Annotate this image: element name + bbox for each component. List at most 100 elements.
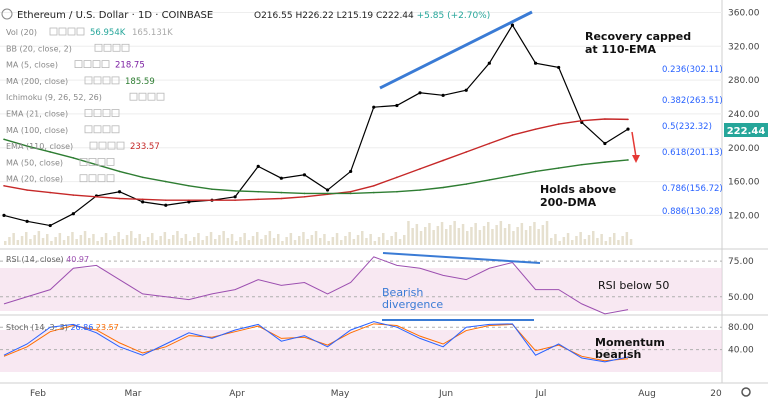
volume-bar <box>445 229 448 245</box>
data-point <box>627 159 629 161</box>
data-point <box>627 118 629 121</box>
volume-bar <box>16 240 20 245</box>
indicator-legend: Vol (20) 56.954K 165.131K BB (20, close, 2)… <box>6 27 173 184</box>
indicator-value: 56.954K <box>90 28 126 38</box>
indicator-toggle-icon <box>76 27 85 36</box>
svg-text:O216.55 H226.22: O216.55 H226.22 L215.19 C222.44 +5.85 (+… <box>254 11 490 21</box>
data-point <box>604 161 606 163</box>
annotation-momentum-2: bearish <box>595 348 641 361</box>
volume-bar <box>167 239 171 245</box>
volume-bar <box>176 231 179 245</box>
volume-bar <box>214 239 217 245</box>
price-tick-label: 200.00 <box>728 144 760 154</box>
price-tick-label: 320.00 <box>728 42 760 52</box>
data-point <box>302 173 307 177</box>
volume-bar <box>298 236 301 245</box>
volume-bar <box>310 235 314 245</box>
volume-bar <box>344 236 347 245</box>
indicator-toggle-icon <box>79 157 88 166</box>
fib-level-label: 0.786(156.72) <box>662 184 723 194</box>
data-point <box>442 186 444 189</box>
volume-bar <box>247 240 251 245</box>
volume-bar <box>520 223 524 245</box>
indicator-toggle-icon <box>88 174 97 183</box>
series-line-1 <box>3 118 629 201</box>
indicator-toggle-icon <box>93 109 102 117</box>
volume-bar <box>230 234 234 245</box>
volume-bar <box>20 236 24 245</box>
volume-bar <box>453 221 456 245</box>
data-point <box>349 169 353 174</box>
volume-bar <box>306 239 309 245</box>
indicator-toggle-icon <box>111 109 120 117</box>
data-point <box>349 192 352 195</box>
data-point <box>118 170 121 173</box>
volume-bar <box>289 233 293 245</box>
volume-bar <box>117 232 120 245</box>
price-axis: 360.00 320.00 280.00 240.00 200.00 160.00 120.… <box>728 8 760 221</box>
time-tick-label: Jul <box>535 389 547 399</box>
volume-bar <box>146 237 150 245</box>
volume-bar <box>92 234 95 245</box>
volume-bar <box>365 238 368 245</box>
volume-bar <box>67 236 70 245</box>
data-point <box>349 190 352 193</box>
fib-level-label: 0.382(263.51) <box>662 96 723 106</box>
settings-icon[interactable] <box>741 387 751 397</box>
data-point <box>164 203 168 207</box>
data-point <box>465 151 468 153</box>
volume-bar <box>100 237 104 245</box>
data-point <box>303 196 306 198</box>
volume-bar <box>33 235 36 245</box>
volume-bar <box>218 235 221 245</box>
data-point <box>188 185 190 187</box>
series-line-2 <box>3 138 629 195</box>
volume-bar <box>571 240 574 245</box>
volume-bar <box>260 239 263 245</box>
data-point <box>488 142 491 145</box>
volume-bar <box>466 231 469 245</box>
data-point <box>372 105 376 109</box>
down-arrow-icon <box>631 131 637 158</box>
data-point <box>2 213 6 218</box>
volume-bar <box>600 234 603 245</box>
data-point <box>26 145 28 147</box>
volume-bar <box>327 241 330 245</box>
volume-bar <box>545 221 549 245</box>
volume-bar <box>8 237 11 245</box>
volume-bar <box>629 239 633 245</box>
indicator-label: MA (50, close) <box>6 158 63 167</box>
indicator-toggle-icon <box>97 174 106 183</box>
volume-bar <box>193 237 196 245</box>
volume-bar <box>75 239 78 245</box>
volume-bar <box>470 227 473 245</box>
volume-bar <box>83 231 87 245</box>
data-point <box>534 170 537 173</box>
indicator-label: Vol (20) <box>6 28 37 37</box>
volume-bar <box>29 239 32 245</box>
volume-bar <box>142 241 146 245</box>
volume-bar <box>533 222 536 245</box>
annotation-recovery-2: at 110-EMA <box>585 43 656 56</box>
data-point <box>72 194 75 196</box>
volume-bar <box>134 238 137 245</box>
volume-bar <box>113 236 116 245</box>
indicator-toggle-icon <box>83 60 92 68</box>
volume-bar <box>554 234 557 245</box>
volume-bar <box>352 239 356 245</box>
data-point <box>487 61 491 65</box>
data-point <box>25 219 29 223</box>
data-point <box>95 196 98 198</box>
volume-bar <box>302 232 305 245</box>
fib-levels: 0.236(302.11) 0.382(263.51) 0.5(232.32) 0.6… <box>662 65 723 217</box>
data-point <box>442 159 444 162</box>
volume-bar <box>537 229 540 245</box>
price-tick-label: 120.00 <box>728 211 760 221</box>
volume-bar <box>71 232 74 245</box>
indicator-toggle-icon <box>102 109 111 117</box>
data-point <box>488 179 491 181</box>
data-point <box>71 212 75 216</box>
data-point <box>372 185 375 187</box>
data-point <box>211 188 213 190</box>
data-point <box>557 65 561 70</box>
